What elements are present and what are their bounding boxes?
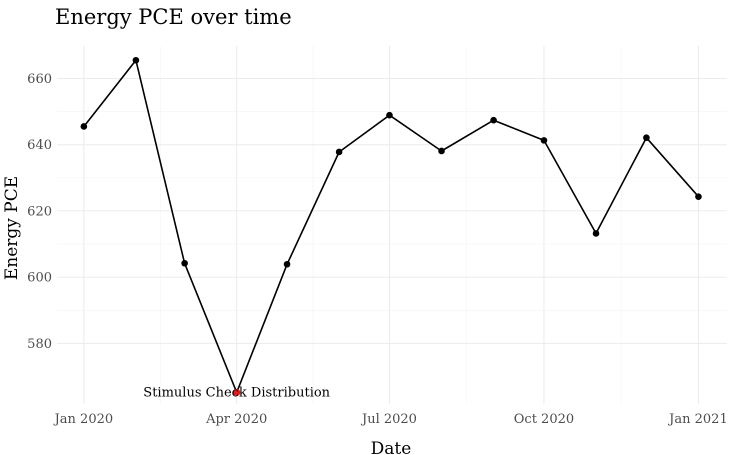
- data-point: [643, 134, 650, 142]
- y-tick-label: 640: [27, 138, 52, 153]
- data-point: [283, 260, 291, 268]
- data-point: [80, 123, 88, 130]
- grid: [57, 46, 727, 404]
- chart-title: Energy PCE over time: [55, 5, 292, 29]
- annotation-layer: Stimulus Check Distribution: [143, 385, 330, 400]
- data-point: [490, 116, 497, 124]
- y-tick-label: 620: [27, 204, 52, 219]
- x-axis-title: Date: [371, 439, 412, 455]
- data-point: [540, 137, 548, 144]
- data-points: [80, 56, 702, 397]
- series-line-layer: [83, 59, 700, 394]
- x-tick-label: Apr 2020: [205, 412, 267, 427]
- x-axis-ticks: Jan 2020 Apr 2020 Jul 2020 Oct 2020 Jan 2021: [53, 412, 728, 427]
- series-line: [83, 59, 700, 394]
- y-tick-label: 580: [27, 337, 52, 352]
- data-point: [438, 147, 445, 155]
- annotation-label: Stimulus Check Distribution: [143, 385, 330, 400]
- y-tick-label: 600: [27, 271, 52, 286]
- y-tick-label: 660: [27, 72, 52, 87]
- y-axis-ticks: 580 600 620 640 660: [27, 72, 52, 352]
- data-point: [181, 259, 188, 267]
- data-point: [132, 56, 140, 64]
- y-axis-title: Energy PCE: [2, 176, 22, 280]
- data-point: [386, 111, 393, 119]
- x-tick-label: Jan 2021: [667, 412, 728, 427]
- x-tick-label: Jan 2020: [53, 412, 114, 427]
- data-point: [592, 230, 600, 237]
- data-point: [335, 148, 343, 156]
- x-tick-label: Oct 2020: [514, 412, 574, 427]
- highlighted-data-point: [233, 388, 241, 397]
- data-point: [695, 193, 702, 200]
- x-tick-label: Jul 2020: [360, 412, 417, 427]
